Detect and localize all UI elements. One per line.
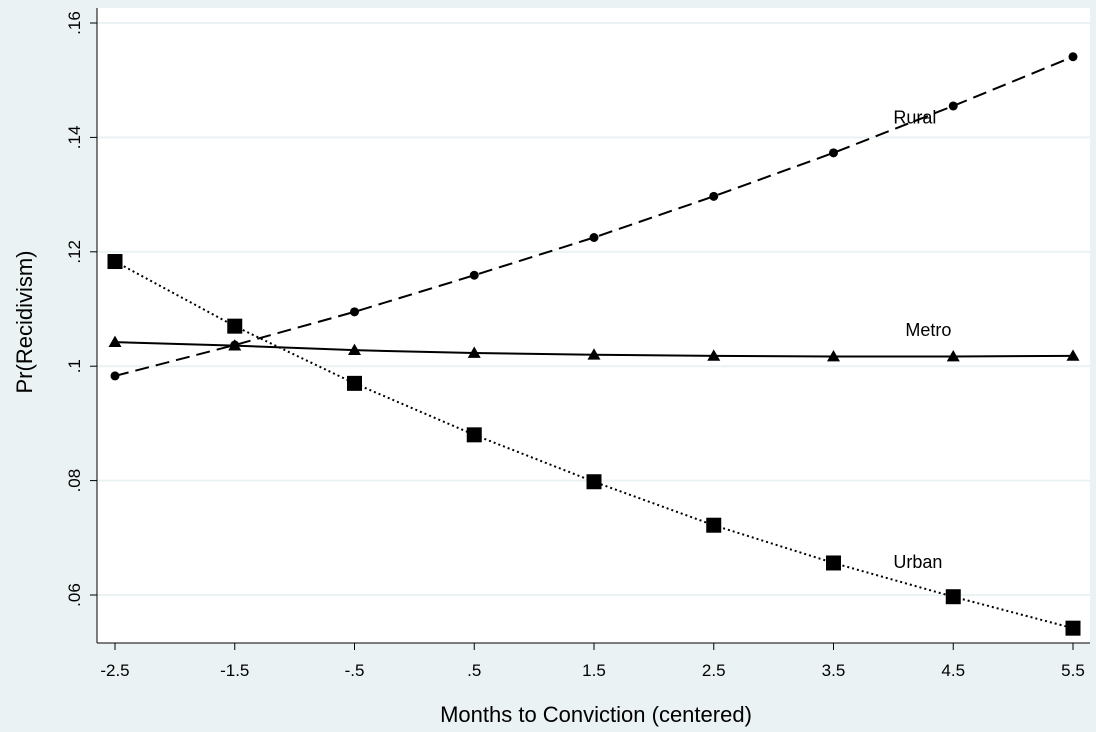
- grid-lines: [97, 22, 1090, 596]
- series-urban: [107, 254, 1081, 636]
- x-tick-label: -.5: [345, 661, 365, 680]
- y-tick-label: .1: [65, 359, 84, 373]
- y-tick-label: .08: [65, 469, 84, 493]
- x-tick-label: 2.5: [702, 661, 726, 680]
- series-metro: [108, 335, 1080, 362]
- data-point-rural: [948, 101, 958, 111]
- data-point-rural: [709, 191, 719, 201]
- tick-labels: .06 .08 .1 .12 .14 .16 -2.5 -1.5 -.5 .5 1.5 2.5 3.5 4…: [65, 11, 1085, 680]
- y-tick-label: .12: [65, 240, 84, 264]
- data-point-rural: [469, 270, 479, 280]
- plot-area: [97, 8, 1090, 643]
- y-axis-title: Pr(Recidivism): [12, 251, 37, 394]
- data-point-urban: [347, 375, 362, 391]
- y-tick-label: .16: [65, 11, 84, 35]
- data-point-metro: [228, 339, 242, 351]
- series-label-urban: Urban: [893, 552, 942, 572]
- x-tick-label: 5.5: [1061, 661, 1085, 680]
- data-point-metro: [587, 348, 601, 360]
- data-point-metro: [348, 343, 361, 356]
- x-tick-label: 4.5: [941, 661, 965, 680]
- series-group: [107, 52, 1081, 636]
- series-annotations: Rural Metro Urban: [893, 107, 951, 571]
- y-tick-label: .14: [65, 126, 84, 150]
- data-point-metro: [1066, 349, 1080, 361]
- data-point-rural: [829, 148, 838, 158]
- data-point-metro: [467, 346, 481, 358]
- data-point-urban: [826, 555, 841, 571]
- data-point-urban: [586, 474, 602, 490]
- data-point-urban: [945, 589, 961, 605]
- series-label-rural: Rural: [893, 107, 936, 127]
- data-point-rural: [1068, 52, 1078, 62]
- x-tick-label: -1.5: [220, 661, 249, 680]
- series-label-metro: Metro: [905, 320, 951, 340]
- data-point-rural: [589, 233, 599, 242]
- x-tick-label: 1.5: [582, 661, 606, 680]
- data-point-metro: [827, 349, 840, 362]
- y-tick-label: .06: [65, 583, 84, 607]
- data-point-rural: [110, 371, 120, 381]
- data-point-urban: [227, 318, 243, 334]
- data-point-urban: [706, 517, 722, 533]
- data-point-metro: [108, 335, 122, 348]
- x-tick-label: 3.5: [822, 661, 846, 680]
- series-line-urban: [114, 260, 1074, 630]
- data-point-metro: [946, 349, 960, 362]
- data-point-metro: [707, 349, 721, 361]
- data-point-urban: [107, 254, 123, 270]
- data-point-rural: [350, 307, 359, 317]
- series-rural: [110, 52, 1078, 381]
- x-tick-label: -2.5: [100, 661, 129, 680]
- x-axis-title: Months to Conviction (centered): [440, 702, 752, 727]
- data-point-urban: [466, 427, 482, 443]
- data-point-urban: [1065, 620, 1081, 636]
- x-tick-label: .5: [467, 661, 481, 680]
